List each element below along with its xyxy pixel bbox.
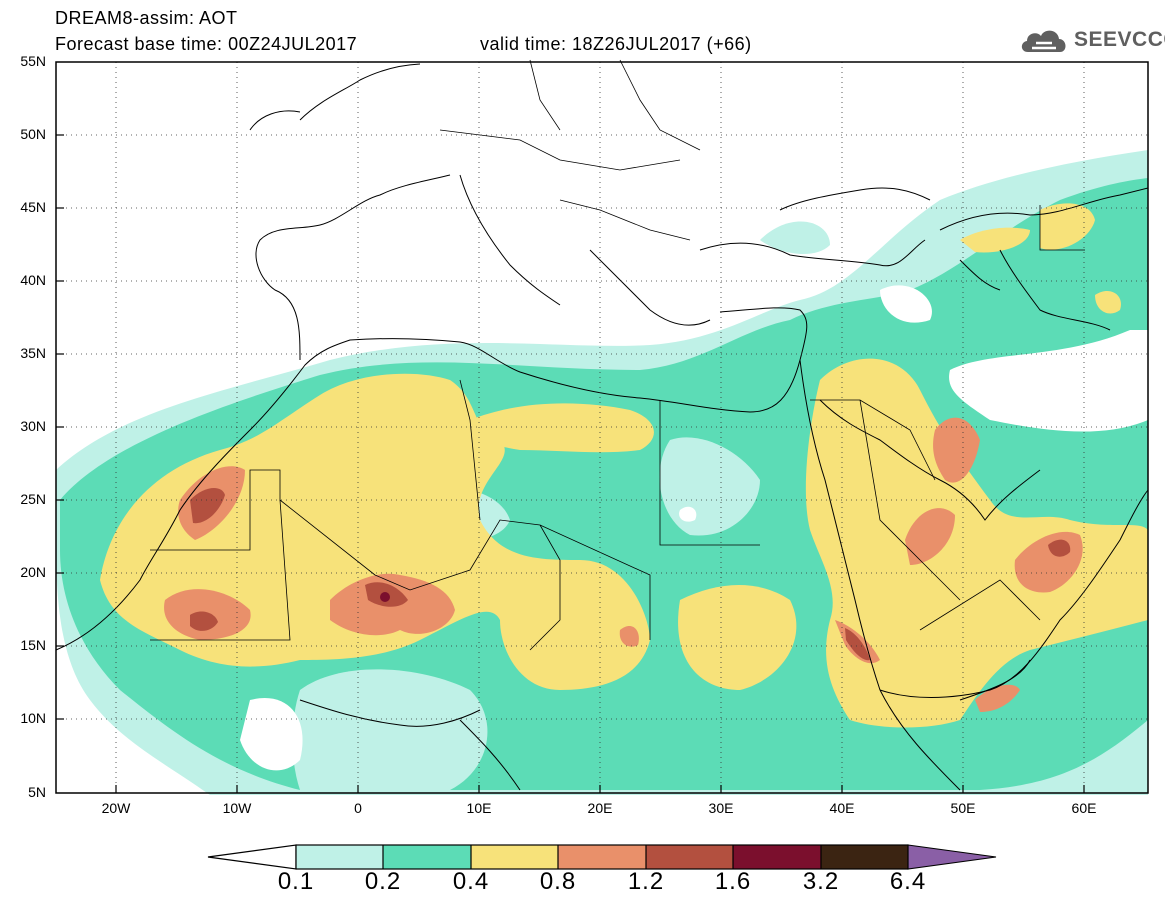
colorbar-label: 0.4 bbox=[452, 868, 490, 895]
lon-label: 20W bbox=[101, 800, 131, 816]
colorbar-swatch bbox=[558, 845, 646, 869]
colorbar-label: 0.8 bbox=[539, 868, 577, 895]
lat-label: 25N bbox=[20, 491, 46, 507]
lon-label: 50E bbox=[950, 800, 976, 816]
graticule bbox=[56, 62, 1148, 793]
lon-label: 20E bbox=[587, 800, 613, 816]
lat-label: 45N bbox=[20, 199, 46, 215]
map-title: DREAM8-assim: AOT bbox=[55, 8, 238, 28]
colorbar-swatch bbox=[733, 845, 821, 869]
lat-label: 50N bbox=[20, 126, 46, 142]
lat-label: 40N bbox=[20, 272, 46, 288]
colorbar-label: 1.6 bbox=[714, 868, 752, 895]
lon-label: 0 bbox=[354, 800, 362, 816]
lat-label: 10N bbox=[20, 710, 46, 726]
colorbar-swatch bbox=[296, 845, 383, 869]
colorbar-high-arrow bbox=[907, 844, 997, 870]
aot-band-0.1b bbox=[760, 221, 830, 255]
valid-time: valid time: 18Z26JUL2017 (+66) bbox=[480, 34, 752, 54]
lat-label: 55N bbox=[20, 53, 46, 69]
lat-label: 20N bbox=[20, 564, 46, 580]
colorbar-label: 3.2 bbox=[802, 868, 840, 895]
lat-label: 30N bbox=[20, 418, 46, 434]
lat-label: 15N bbox=[20, 637, 46, 653]
aot-band-1.6 bbox=[380, 592, 390, 602]
colorbar-label: 0.2 bbox=[364, 868, 402, 895]
colorbar-swatch bbox=[383, 845, 471, 869]
aot-band-1.2 bbox=[190, 488, 225, 524]
colorbar-label: 1.2 bbox=[627, 868, 665, 895]
forecast-base-time: Forecast base time: 00Z24JUL2017 bbox=[55, 34, 358, 54]
coastlines bbox=[55, 63, 1149, 791]
colorbar-swatch bbox=[471, 845, 558, 869]
colorbar-swatch bbox=[821, 845, 908, 869]
lat-label: 5N bbox=[28, 784, 46, 800]
lat-label: 35N bbox=[20, 345, 46, 361]
colorbar-swatch bbox=[646, 845, 733, 869]
lon-label: 30E bbox=[708, 800, 734, 816]
lon-label: 10W bbox=[222, 800, 252, 816]
lon-label: 10E bbox=[466, 800, 492, 816]
cloud-logo-icon bbox=[1021, 30, 1066, 52]
lon-label: 60E bbox=[1071, 800, 1097, 816]
colorbar-label: 6.4 bbox=[889, 868, 927, 895]
colorbar-label: 0.1 bbox=[277, 868, 315, 895]
seevccc-logo: SEEVCCC bbox=[1018, 22, 1165, 56]
tick-marks bbox=[56, 134, 1085, 793]
colorbar-low-arrow bbox=[207, 844, 297, 870]
lon-label: 40E bbox=[829, 800, 855, 816]
country-borders bbox=[150, 59, 1085, 651]
logo-text: SEEVCCC bbox=[1074, 28, 1165, 51]
